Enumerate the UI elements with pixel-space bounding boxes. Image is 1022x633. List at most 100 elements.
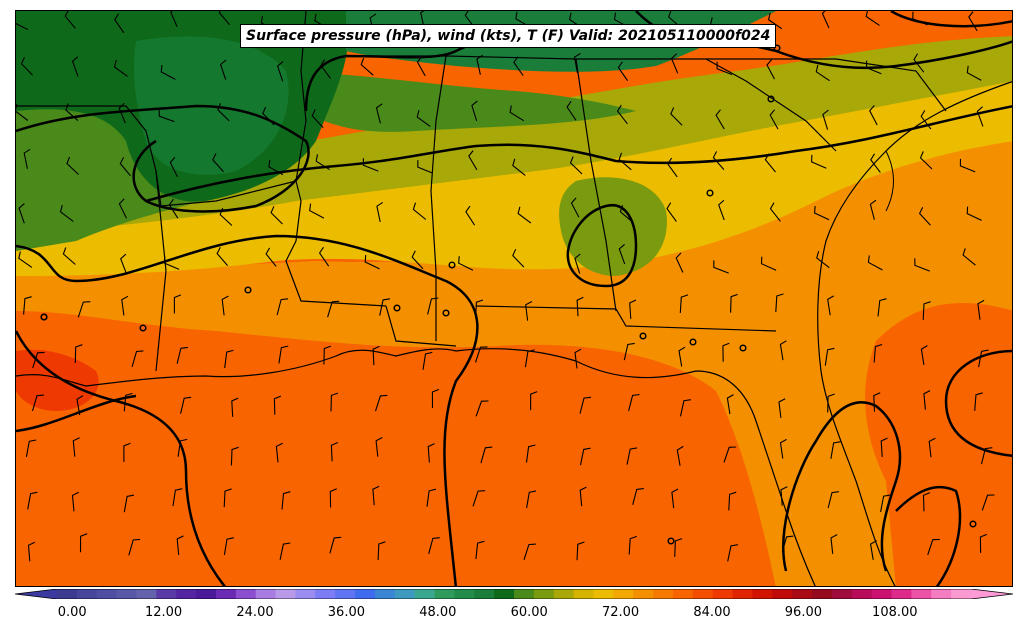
colorbar-segment — [335, 589, 356, 599]
wind-barb — [525, 444, 536, 463]
colorbar-segment — [394, 589, 416, 599]
wind-barb — [767, 12, 783, 30]
wind-barb — [918, 206, 931, 226]
station-circle — [667, 537, 675, 545]
wind-barb — [566, 100, 577, 121]
wind-barb — [913, 53, 925, 73]
wind-barb — [674, 538, 683, 557]
colorbar-segment — [812, 589, 833, 599]
wind-barb — [517, 206, 532, 224]
colorbar-segment — [911, 589, 932, 599]
wind-barb — [279, 542, 291, 560]
wind-barb — [676, 445, 684, 466]
wind-barb — [172, 488, 183, 507]
wind-barb — [712, 151, 725, 170]
wind-barb — [123, 392, 133, 412]
wind-barb — [618, 243, 626, 265]
wind-barb — [475, 540, 485, 560]
colorbar-segment — [672, 589, 694, 599]
wind-barb — [77, 301, 91, 318]
wind-barb — [880, 437, 888, 458]
colorbar-over-arrow — [971, 589, 1013, 599]
wind-barb — [569, 156, 583, 175]
colorbar-segment — [553, 589, 575, 599]
wind-barb — [221, 295, 229, 316]
wind-barb — [530, 391, 538, 411]
wind-barb — [780, 486, 788, 506]
station-circle — [40, 313, 48, 321]
wind-barb — [980, 447, 993, 465]
wind-barb — [278, 345, 289, 364]
colorbar-tick-label: 24.00 — [236, 605, 274, 620]
wind-barb — [764, 153, 776, 173]
colorbar-segment — [613, 589, 634, 599]
wind-barb — [475, 400, 489, 417]
wind-barb — [728, 491, 737, 511]
colorbar-tick-label: 72.00 — [601, 605, 640, 620]
wind-barb — [814, 205, 830, 221]
wind-barb — [618, 152, 632, 171]
wind-barb — [20, 57, 33, 76]
wind-barb — [766, 59, 775, 80]
colorbar-segment — [215, 589, 237, 599]
wind-barb — [830, 441, 841, 459]
colorbar-segment — [176, 589, 197, 599]
wind-barb — [670, 107, 683, 126]
wind-barb — [177, 438, 188, 457]
wind-barb — [223, 537, 234, 556]
wind-barb — [180, 396, 192, 414]
wind-barb — [716, 61, 733, 76]
wind-barb — [670, 53, 679, 74]
colorbar-segment — [76, 589, 98, 599]
wind-barb — [360, 57, 374, 76]
colorbar-segment — [772, 589, 793, 599]
wind-barb — [158, 109, 175, 123]
wind-barb — [420, 11, 425, 29]
wind-barb — [778, 398, 786, 418]
wind-barb — [113, 60, 128, 77]
wind-barb — [320, 59, 331, 79]
wind-barb — [72, 437, 80, 457]
wind-barb — [912, 11, 928, 26]
wind-barb — [928, 437, 936, 458]
wind-barb — [616, 104, 628, 125]
wind-barb — [168, 198, 179, 219]
colorbar-segment — [275, 589, 297, 599]
wind-barb — [524, 349, 535, 368]
wind-barb — [18, 203, 25, 224]
wind-barb — [574, 253, 581, 274]
colorbar-segment — [792, 589, 813, 599]
wind-barb — [428, 537, 440, 554]
wind-barb — [827, 295, 834, 316]
colorbar-segment — [732, 589, 754, 599]
wind-barb — [121, 295, 129, 316]
wind-barb — [327, 300, 340, 318]
wind-barb — [32, 351, 45, 369]
wind-barb — [666, 202, 677, 222]
wind-barb — [276, 298, 289, 316]
wind-barb — [27, 541, 36, 562]
wind-barb — [323, 345, 332, 365]
wind-barb — [268, 159, 284, 176]
wind-barb — [869, 105, 878, 126]
wind-barb — [173, 294, 182, 314]
wind-barb — [629, 299, 637, 319]
wind-barb — [66, 156, 79, 175]
wind-barb — [579, 396, 592, 414]
wind-barb — [570, 197, 580, 218]
wind-barb — [512, 248, 525, 268]
wind-barb — [464, 11, 476, 29]
station-markers — [40, 44, 977, 545]
wind-barb — [816, 251, 830, 269]
wind-barb — [472, 490, 486, 507]
wind-barb — [877, 298, 887, 317]
wind-barb — [18, 251, 33, 268]
wind-barb — [870, 153, 881, 173]
colorbar-segment — [514, 589, 535, 599]
wind-barb — [375, 437, 383, 457]
wind-barb — [31, 394, 45, 412]
wind-barb — [976, 106, 984, 127]
map-title: Surface pressure (hPa), wind (kts), T (F… — [240, 24, 777, 48]
wind-barb — [626, 447, 638, 465]
coastline — [16, 81, 1012, 586]
